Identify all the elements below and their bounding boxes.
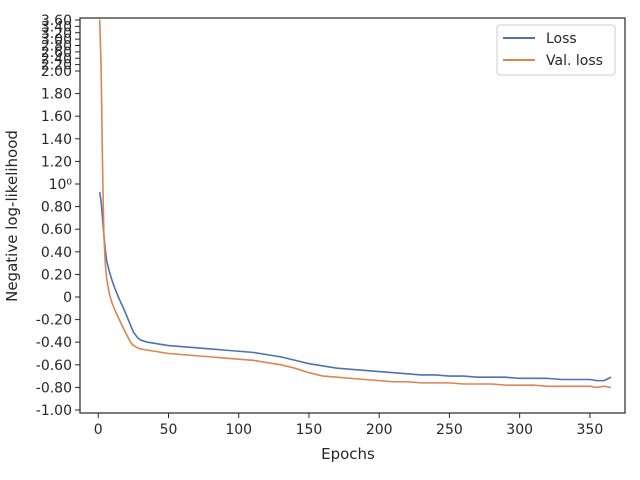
y-tick-label: 2.20 bbox=[41, 58, 72, 74]
y-tick-label: 0.80 bbox=[41, 200, 72, 216]
x-tick-label: 350 bbox=[577, 422, 604, 438]
y-tick-label: 3.00 bbox=[41, 32, 72, 48]
series-line-val-loss bbox=[98, 19, 612, 389]
plot-background bbox=[80, 18, 625, 413]
y-tick-label: 3.20 bbox=[41, 26, 72, 42]
x-axis-label: Epochs bbox=[321, 445, 375, 463]
y-tick-label: 1.20 bbox=[41, 154, 72, 170]
legend-label-loss: Loss bbox=[546, 31, 577, 47]
y-tick-label: 3.60 bbox=[41, 13, 72, 29]
x-tick-label: 50 bbox=[160, 422, 178, 438]
x-tick-label: 100 bbox=[225, 422, 252, 438]
y-tick-label: 3.40 bbox=[41, 19, 72, 35]
y-tick-label: -0.40 bbox=[36, 335, 72, 351]
legend: Loss Val. loss bbox=[496, 24, 616, 76]
y-tick-label: 2.40 bbox=[41, 51, 72, 67]
y-tick-label: 0.40 bbox=[41, 245, 72, 261]
x-tick-label: 200 bbox=[366, 422, 393, 438]
x-tick-label: 0 bbox=[94, 422, 103, 438]
y-tick-label: 0.60 bbox=[41, 222, 72, 238]
y-tick-label: -0.20 bbox=[36, 313, 72, 329]
y-tick-label: 1.80 bbox=[41, 87, 72, 103]
y-tick-label: 0 bbox=[63, 290, 72, 306]
y-tick-label: -0.60 bbox=[36, 358, 72, 374]
series-layer bbox=[98, 19, 612, 389]
y-axis-label: Negative log-likelihood bbox=[3, 130, 21, 302]
y-tick-label: -0.80 bbox=[36, 380, 72, 396]
y-tick-label: 2.00 bbox=[41, 64, 72, 80]
plot-frame bbox=[79, 17, 626, 414]
legend-label-val-loss: Val. loss bbox=[546, 53, 603, 69]
y-tick-label: 2.60 bbox=[41, 45, 72, 61]
x-tick-label: 250 bbox=[436, 422, 463, 438]
x-tick-label: 300 bbox=[506, 422, 533, 438]
y-tick-label: 2.80 bbox=[41, 39, 72, 55]
y-tick-label: -1.00 bbox=[36, 403, 72, 419]
y-tick-label: 10⁰ bbox=[49, 177, 73, 193]
x-axis-ticks: 0 50 100 150 200 250 300 350 bbox=[94, 413, 603, 438]
y-tick-label: 1.60 bbox=[41, 109, 72, 125]
x-tick-label: 150 bbox=[296, 422, 323, 438]
y-tick-label: 1.40 bbox=[41, 132, 72, 148]
y-axis-ticks: -1.00 -0.80 -0.60 -0.40 -0.20 0 0.20 0.40 0.60 0.… bbox=[36, 13, 80, 419]
y-tick-label: 0.20 bbox=[41, 267, 72, 283]
series-line-loss bbox=[98, 191, 612, 382]
